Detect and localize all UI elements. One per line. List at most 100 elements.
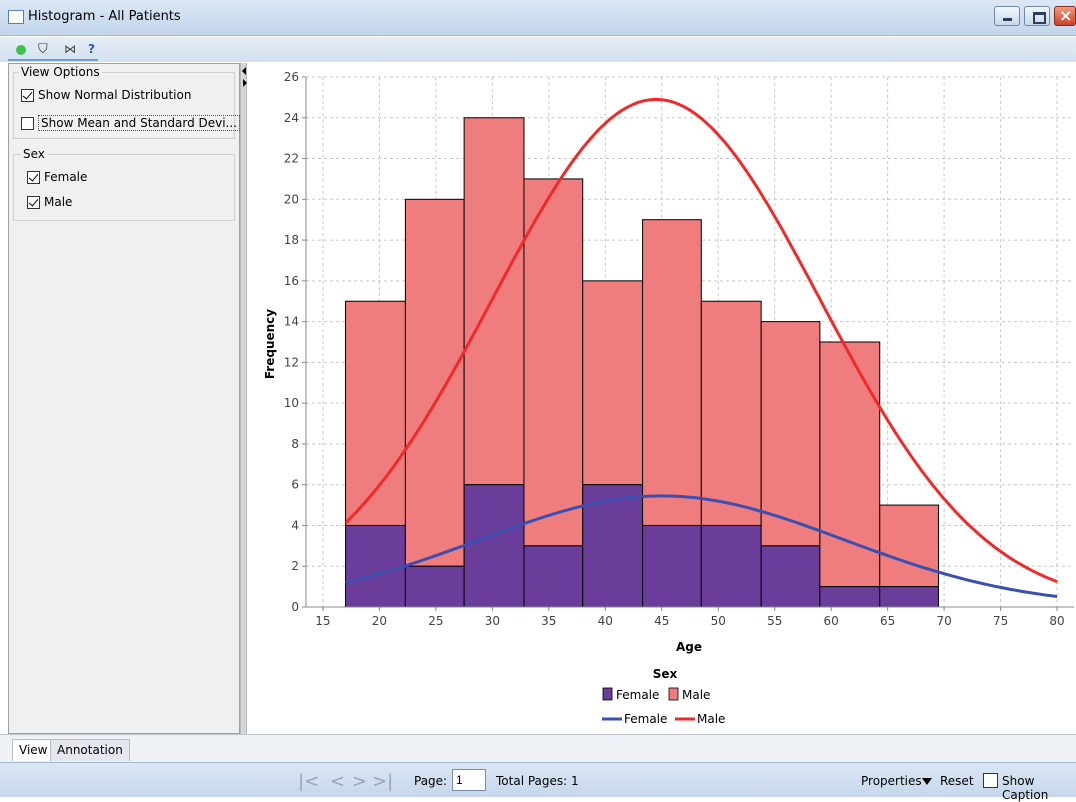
collapse-left-icon[interactable] [242,67,246,75]
last-page-icon[interactable]: >| [372,771,394,792]
legend-label: Male [697,712,725,726]
sex-group [13,154,235,221]
y-tick-label: 2 [291,559,299,573]
x-tick-label: 20 [372,614,387,628]
sex-female-checkbox[interactable]: Female [27,170,87,184]
x-tick-label: 45 [654,614,669,628]
x-tick-label: 50 [711,614,726,628]
x-tick-label: 25 [428,614,443,628]
bar-female [345,524,406,608]
expand-right-icon[interactable] [243,79,247,87]
bar-female [760,545,821,608]
bar-female [700,524,762,608]
page-number-input[interactable] [452,769,486,791]
bar-male [463,117,525,486]
show-normal-distribution-checkbox[interactable]: Show Normal Distribution [21,88,191,102]
checkbox-box[interactable] [21,88,34,102]
checkbox-box[interactable] [21,116,34,130]
reset-button[interactable]: Reset [940,774,974,788]
x-tick-label: 55 [767,614,782,628]
y-tick-label: 0 [291,600,299,614]
window-title: Histogram - All Patients [28,9,181,24]
tab-annotation[interactable]: Annotation [50,739,130,761]
checkbox-label: Female [44,170,88,184]
show-caption-label: Show Caption [1002,774,1049,802]
legend-swatch-female [602,687,613,701]
view-tabs: View Annotation [0,734,1076,762]
x-tick-label: 30 [485,614,500,628]
y-tick-label: 22 [284,152,299,166]
x-axis-label: Age [676,640,702,654]
view-options-title: View Options [19,65,102,79]
bar-male [819,341,881,588]
sex-male-checkbox[interactable]: Male [27,195,72,209]
y-tick-label: 24 [284,111,299,125]
sex-group-title: Sex [21,147,47,161]
bar-male [523,178,584,547]
bar-male [700,300,762,526]
page-label: Page: [414,774,448,788]
x-tick-label: 40 [598,614,613,628]
checkbox-label: Show Mean and Standard Devi... [38,115,241,131]
close-button[interactable] [1054,6,1076,26]
options-panel: View Options Show Normal Distribution Sh… [8,63,241,734]
histogram-chart: 0 2 4 6 8 10 12 14 16 18 20 22 24 26 15 20 25 30 35 40 45 50 5… [247,63,1076,734]
bowtie-icon[interactable]: ⋈ [64,42,76,56]
toolbar: ⛉ ⋈ ? [0,37,1076,62]
show-caption-checkbox[interactable] [983,773,998,788]
x-tick-label: 70 [936,614,951,628]
toolbar-group: ⛉ ⋈ ? [8,39,98,61]
y-tick-label: 20 [284,192,299,206]
bar-female [642,524,702,608]
x-tick-label: 60 [824,614,839,628]
status-bar: |< < > >| Page: Total Pages: 1 Propertie… [0,762,1076,802]
checkbox-box[interactable] [27,170,40,184]
x-tick-label: 65 [880,614,895,628]
properties-button[interactable]: Properties [861,774,922,788]
checkbox-label: Male [44,195,73,209]
bar-female [463,484,525,608]
y-tick-label: 4 [291,518,299,532]
y-tick-label: 26 [284,70,299,84]
y-tick-label: 12 [284,355,299,369]
checkbox-label: Show Normal Distribution [38,88,192,102]
view-options-group [13,72,235,139]
minimize-button[interactable] [994,6,1020,26]
bar-male [404,198,465,567]
window-controls [990,6,1076,28]
curves [344,97,1058,598]
y-tick-label: 6 [291,478,299,492]
bar-female [819,586,881,608]
legend-label: Male [682,688,710,702]
x-tick-label: 80 [1049,614,1064,628]
checkbox-box[interactable] [27,195,40,209]
curve-female [345,494,1058,598]
tab-view[interactable]: View [12,739,55,761]
bars [345,117,939,608]
legend: Female Male Female Male [602,687,725,726]
legend-label: Female [624,712,667,726]
prev-page-icon[interactable]: < [330,771,346,792]
curve-male [344,97,1058,584]
y-tick-label: 8 [291,437,299,451]
x-tick-label: 15 [315,614,330,628]
legend-title: Sex [653,667,678,681]
maximize-button[interactable] [1024,6,1050,26]
panel-splitter[interactable] [240,63,247,734]
title-bar: Histogram - All Patients [0,0,1076,36]
first-page-icon[interactable]: |< [298,771,320,792]
y-tick-label: 10 [284,396,299,410]
next-page-icon[interactable]: > [352,771,368,792]
bar-male [642,219,702,526]
dropdown-icon[interactable] [922,778,932,785]
bar-male [582,280,644,486]
show-mean-sd-checkbox[interactable]: Show Mean and Standard Devi... [21,115,241,131]
help-icon[interactable]: ? [88,42,95,56]
status-dot-icon[interactable] [16,45,26,55]
x-tick-label: 35 [541,614,556,628]
bar-female [879,586,939,608]
filter-icon[interactable]: ⛉ [38,42,48,57]
y-axis-label: Frequency [263,309,277,379]
